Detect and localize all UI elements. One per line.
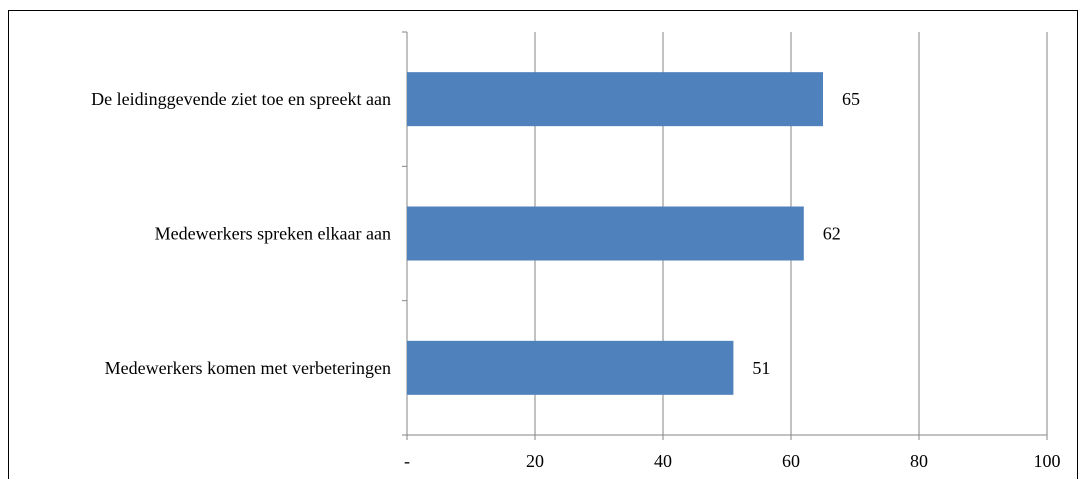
category-label-2: Medewerkers spreken elkaar aan [155, 224, 391, 244]
x-tick-label-100: 100 [1034, 451, 1061, 471]
value-label-3: 51 [752, 358, 770, 378]
value-label-2: 62 [823, 224, 841, 244]
bar-2 [407, 206, 804, 261]
x-tick-label-60: 60 [782, 451, 800, 471]
value-label-1: 65 [842, 89, 860, 109]
bar-1 [407, 72, 823, 127]
category-label-3: Medewerkers komen met verbeteringen [105, 358, 391, 378]
x-tick-label-80: 80 [910, 451, 928, 471]
bar-3 [407, 340, 734, 395]
chart-frame [8, 10, 1078, 479]
x-tick-label-20: 20 [526, 451, 544, 471]
x-tick-label-0: - [404, 451, 410, 471]
category-label-1: De leidinggevende ziet toe en spreekt aa… [91, 89, 391, 109]
x-tick-label-40: 40 [654, 451, 672, 471]
